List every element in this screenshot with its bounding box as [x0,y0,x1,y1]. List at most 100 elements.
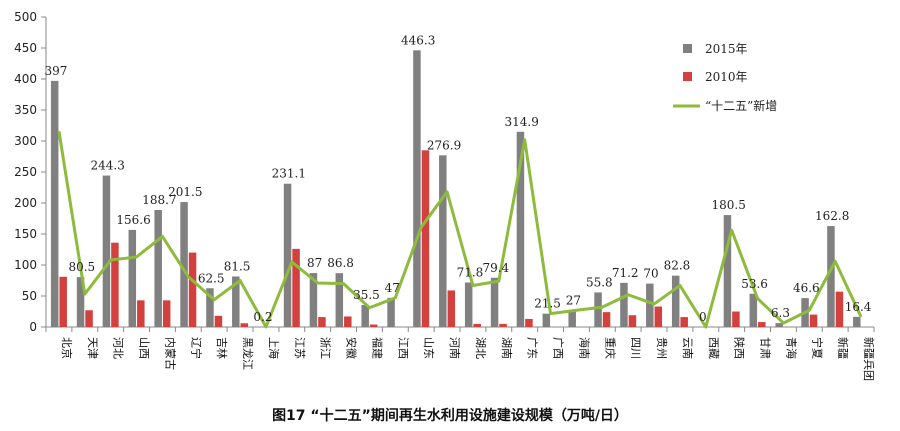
bar-2015 [594,292,602,327]
x-tick-label: 广西 [552,337,565,359]
bar-2010 [188,252,197,327]
bar-2015 [309,273,318,327]
data-label: 16.4 [845,300,872,314]
bar-2015 [283,183,292,327]
x-tick-label: 云南 [681,337,694,359]
bar-2010 [292,248,300,327]
data-label: 314.9 [505,115,539,129]
bar-2015 [671,275,680,327]
data-label: 81.5 [224,259,251,273]
x-tick-label: 上海 [267,337,281,359]
x-tick-label: 江苏 [293,337,306,359]
data-label: 86.8 [327,256,354,270]
data-label: 46.6 [793,281,820,295]
y-tick-label: 300 [14,134,37,148]
bar-2015 [542,313,551,327]
y-tick-label: 0 [29,320,37,334]
y-tick-label: 450 [14,41,37,55]
data-label: 180.5 [712,198,746,212]
y-tick-label: 100 [14,258,37,272]
data-label: 47 [385,281,400,295]
x-tick-label: 江西 [396,337,409,359]
x-tick-label: 福建 [370,337,384,359]
bar-2015 [723,215,732,327]
bar-2010 [59,276,67,327]
bar-2015 [775,323,783,327]
bar-2015 [102,175,111,327]
bar-2010 [732,311,740,327]
bar-2015 [387,297,395,327]
x-tick-label: 四川 [629,337,642,359]
bar-2010 [421,150,430,327]
data-label: 80.5 [68,260,95,274]
bar-2010 [240,323,249,327]
x-tick-label: 内蒙古 [163,337,177,370]
x-tick-label: 辽宁 [189,337,203,359]
data-label: 62.5 [198,271,225,285]
bar-2015 [128,229,137,327]
bar-2010 [369,324,378,327]
bar-2010 [758,322,766,327]
bar-2010 [318,317,326,327]
x-tick-label: 北京 [60,337,74,359]
bar-2010 [654,306,663,327]
bar-2010 [137,300,145,327]
bar-2015 [206,288,214,327]
data-label: 188.7 [142,193,176,207]
x-tick-label: 宁夏 [810,337,824,359]
x-tick-label: 广东 [526,337,539,359]
x-tick-label: 陕西 [733,337,747,359]
data-label: 162.8 [815,209,849,223]
data-label: 6.3 [771,306,790,320]
legend-swatch-2015 [683,44,692,53]
bar-2015 [490,277,499,327]
bar-2010 [214,315,223,327]
bar-2015 [413,50,421,327]
bar-2015 [464,282,473,327]
x-tick-label: 浙江 [319,337,332,359]
data-label: 55.8 [586,275,613,289]
bar-2015 [827,226,835,327]
bar-2010 [809,314,818,327]
data-label: 0.2 [253,310,272,324]
x-tick-label: 河北 [112,337,125,359]
data-label: 276.9 [427,138,461,152]
y-tick-label: 250 [14,165,37,179]
x-tick-label: 重庆 [603,337,617,359]
data-label: 70 [643,267,658,281]
x-tick-label: 新疆兵团 [862,337,876,381]
data-label: 21.5 [534,297,561,311]
line-increase [57,130,863,329]
data-label: 0 [699,310,707,324]
y-tick-label: 400 [14,72,37,86]
y-tick-label: 350 [14,103,37,117]
bar-2010 [680,317,688,327]
bar-2015 [335,273,344,327]
legend: 2015年 2010年 “十二五”新增 [673,42,777,113]
y-tick-label: 500 [14,10,37,24]
data-label: 53.6 [741,277,768,291]
bar-2010 [344,316,352,327]
data-label: 27 [566,293,581,307]
x-tick-label: 黑龙江 [241,337,254,370]
y-tick-label: 200 [14,196,37,210]
data-label: 156.6 [116,213,150,227]
legend-label-2015: 2015年 [705,42,748,56]
bar-2010 [447,290,456,327]
x-tick-label: 山西 [138,337,151,359]
data-label: 397 [44,64,67,78]
x-tick-label: 湖北 [474,337,487,359]
bar-2010 [111,242,119,327]
bars [50,50,861,327]
x-tick-label: 新疆 [836,337,850,359]
x-tick-label: 青海 [784,337,798,359]
bar-2010 [602,312,611,327]
bar-2015 [749,293,758,327]
bar-2010 [835,291,844,327]
legend-label-increase: “十二五”新增 [705,98,777,113]
data-label: 231.1 [272,167,306,181]
bar-2015 [232,276,240,327]
bar-2015 [853,316,861,327]
